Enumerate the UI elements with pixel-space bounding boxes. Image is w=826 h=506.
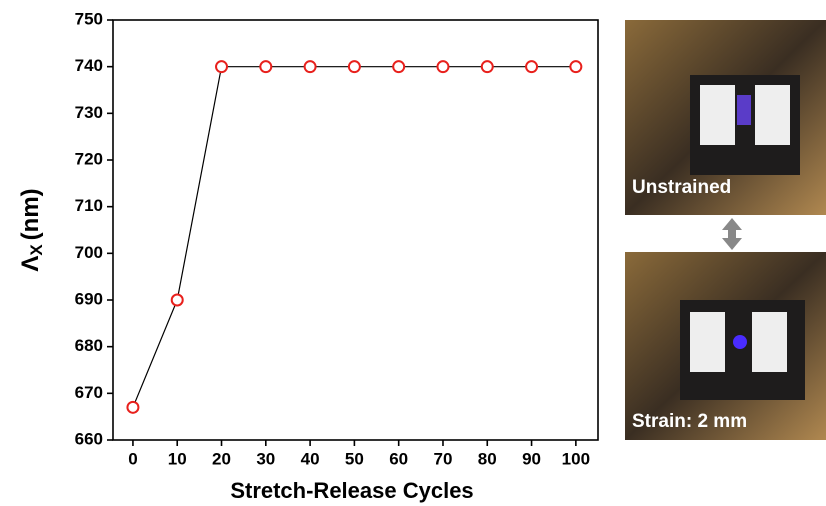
photo-bottom: Strain: 2 mm [625,252,826,440]
data-point [392,60,406,74]
data-point [480,60,494,74]
y-label-unit: (nm) [17,188,44,240]
x-tick-label: 10 [168,449,187,468]
sample [690,312,725,372]
sample [755,85,790,145]
x-tick-label: 80 [478,449,497,468]
y-label-symbol: Λ [17,256,44,272]
y-tick-label: 700 [75,243,103,262]
data-point [436,60,450,74]
x-tick-label: 50 [345,449,364,468]
y-tick-label: 690 [75,289,103,308]
data-point [525,60,539,74]
x-tick-label: 20 [212,449,231,468]
y-tick-label: 750 [75,9,103,28]
data-point [170,293,184,307]
y-tick-label: 730 [75,103,103,122]
x-tick-label: 100 [562,449,590,468]
glow [737,95,751,125]
plot-frame [112,19,599,441]
x-tick-label: 60 [389,449,408,468]
data-point [347,60,361,74]
x-axis-label: Stretch-Release Cycles [230,478,473,503]
y-tick-label: 740 [75,56,103,75]
y-tick-label: 710 [75,196,103,215]
y-tick-label: 660 [75,429,103,448]
double-arrow [722,218,742,250]
y-tick-label: 670 [75,383,103,402]
data-point [215,60,229,74]
x-tick-label: 40 [301,449,320,468]
data-point [303,60,317,74]
x-tick-label: 90 [522,449,541,468]
photo-label: Unstrained [632,177,731,198]
y-label-subscript: X [27,244,46,256]
x-tick-label: 30 [256,449,275,468]
x-tick-label: 0 [128,449,137,468]
data-point [259,60,273,74]
sample [700,85,735,145]
data-point [126,400,140,414]
data-line [132,66,576,408]
photo-label: Strain: 2 mm [632,411,747,432]
glow [733,335,747,349]
x-tick-label: 70 [434,449,453,468]
y-axis-label: ΛX (nm) [17,188,46,271]
data-point [569,60,583,74]
photo-top: Unstrained [625,20,826,215]
sample [752,312,787,372]
y-tick-label: 720 [75,149,103,168]
y-tick-label: 680 [75,336,103,355]
